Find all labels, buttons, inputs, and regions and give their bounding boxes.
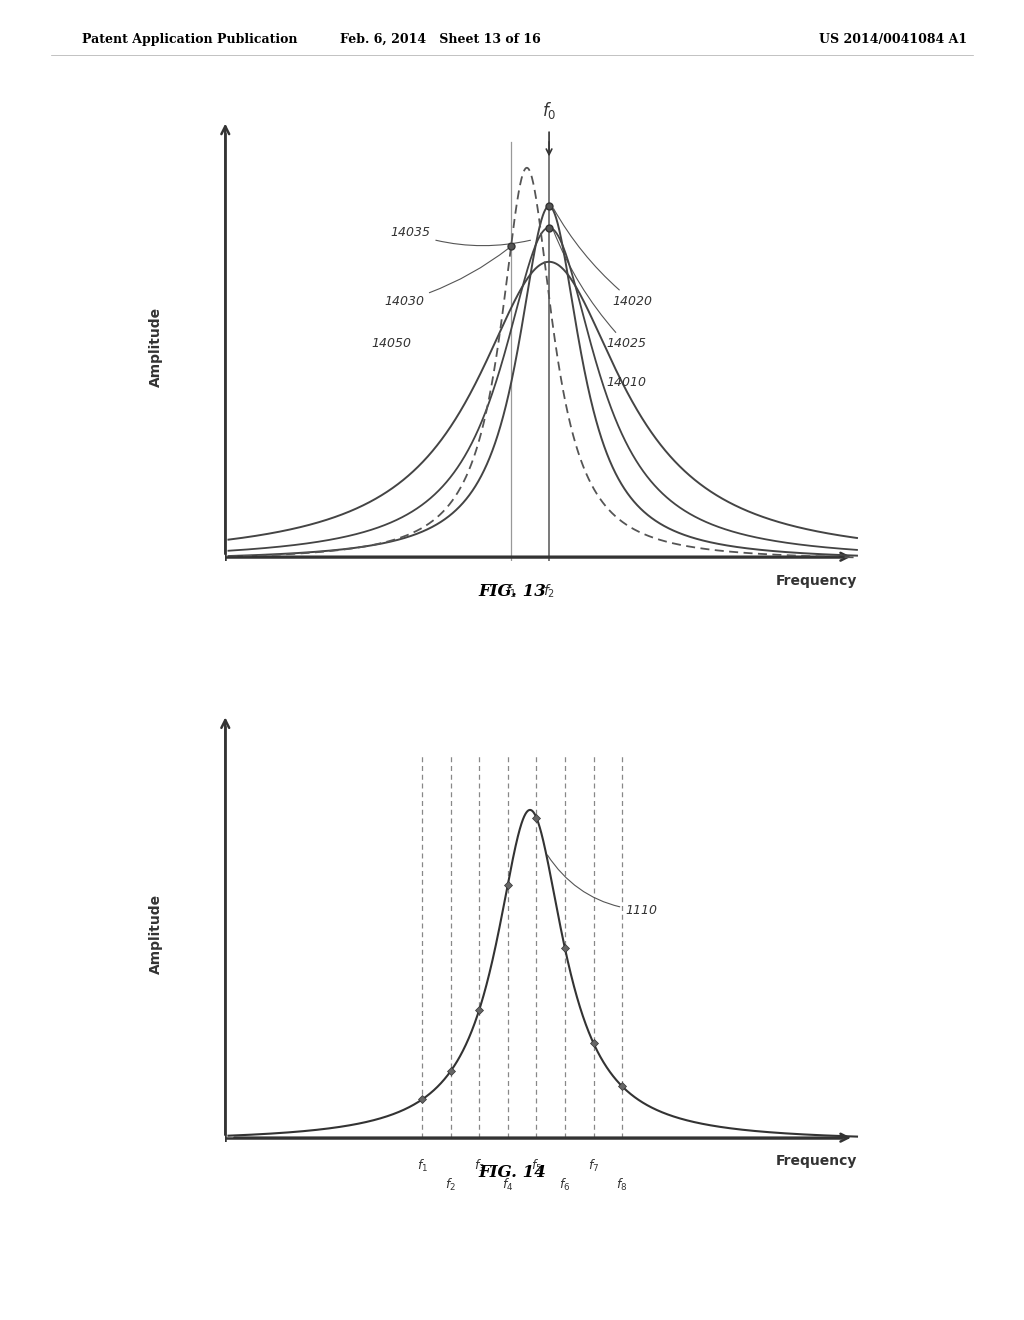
Text: 14035: 14035 <box>390 226 530 246</box>
Text: Amplitude: Amplitude <box>148 895 163 974</box>
Text: $f_0$: $f_0$ <box>542 100 556 120</box>
Text: $f_7$: $f_7$ <box>588 1159 599 1175</box>
Text: 14030: 14030 <box>384 248 509 308</box>
Text: $f_3$: $f_3$ <box>473 1159 485 1175</box>
Text: US 2014/0041084 A1: US 2014/0041084 A1 <box>819 33 968 46</box>
Text: $f_1$: $f_1$ <box>417 1159 428 1175</box>
Text: $f_2$: $f_2$ <box>543 582 555 599</box>
Text: $f_1$: $f_1$ <box>505 582 517 599</box>
Text: $f_4$: $f_4$ <box>502 1177 513 1193</box>
Text: 14025: 14025 <box>553 230 646 350</box>
Text: $f_8$: $f_8$ <box>616 1177 628 1193</box>
Text: 14020: 14020 <box>554 209 652 308</box>
Text: Amplitude: Amplitude <box>148 308 163 387</box>
Text: 14050: 14050 <box>372 338 412 350</box>
Text: FIG. 13: FIG. 13 <box>478 583 546 601</box>
Text: $f_2$: $f_2$ <box>445 1177 456 1193</box>
Text: Patent Application Publication: Patent Application Publication <box>82 33 297 46</box>
Text: 14010: 14010 <box>606 376 646 389</box>
Text: Frequency: Frequency <box>775 574 857 587</box>
Text: 1110: 1110 <box>548 855 657 916</box>
Text: $f_6$: $f_6$ <box>559 1177 570 1193</box>
Text: Feb. 6, 2014   Sheet 13 of 16: Feb. 6, 2014 Sheet 13 of 16 <box>340 33 541 46</box>
Text: FIG. 14: FIG. 14 <box>478 1164 546 1181</box>
Text: Frequency: Frequency <box>775 1154 857 1168</box>
Text: $f_5$: $f_5$ <box>530 1159 542 1175</box>
